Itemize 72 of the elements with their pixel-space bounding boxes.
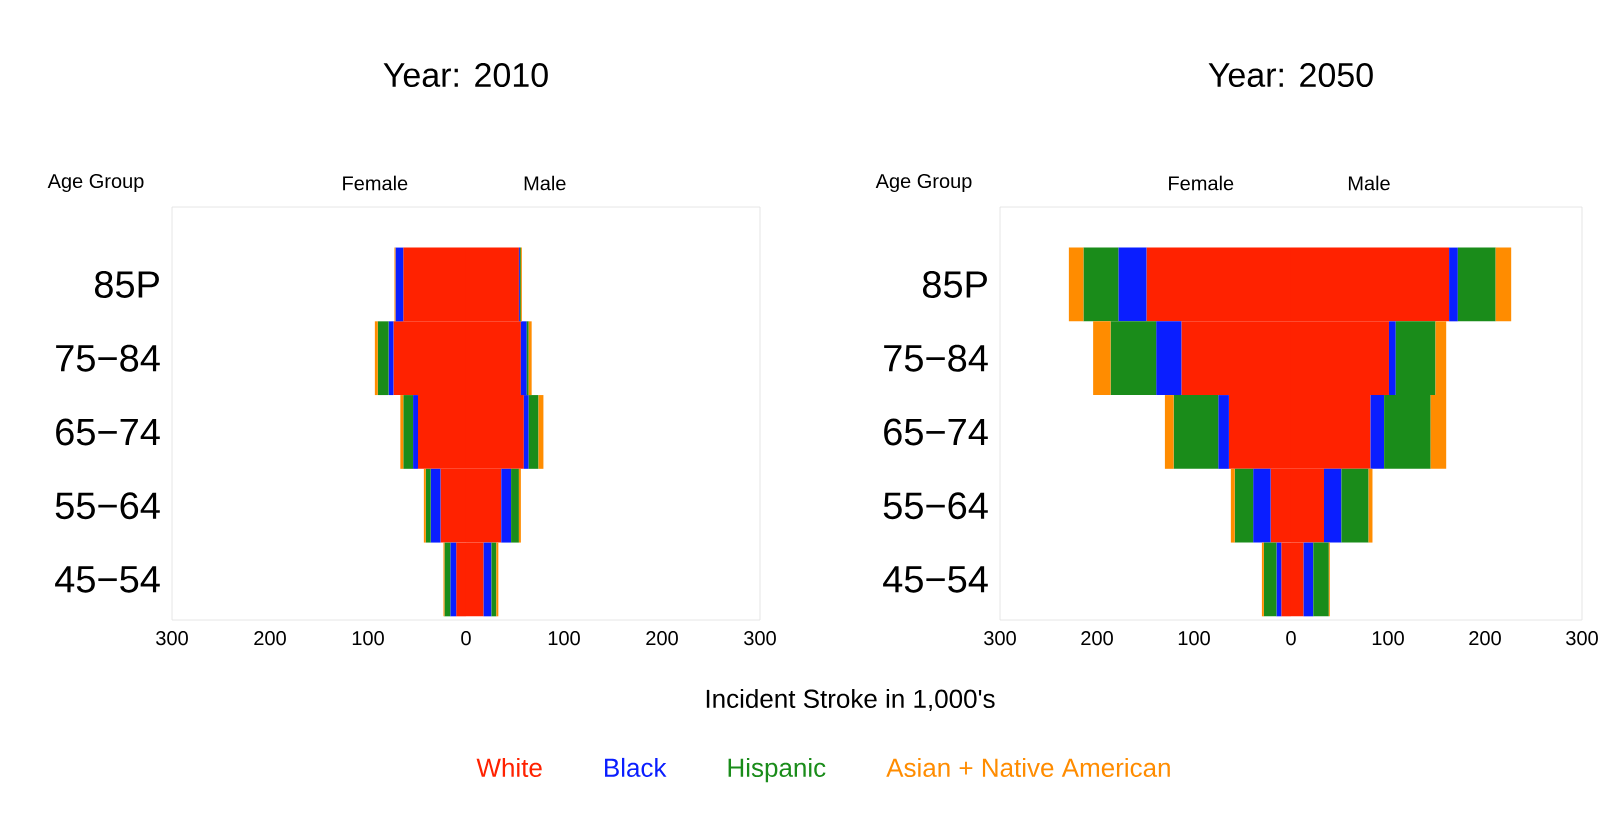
x-tick-label: 200 [1469, 631, 1501, 646]
x-tick-label: 100 [1178, 631, 1210, 646]
y-tick-label: 45−54 [55, 566, 160, 593]
bar [395, 247, 404, 322]
y-tick-label: 85P [922, 270, 987, 298]
x-tick-label: 300 [984, 631, 1016, 646]
chart-title: Year: 2010 [383, 62, 548, 88]
x-tick-label: 200 [1081, 631, 1113, 646]
bar [1156, 321, 1182, 396]
bar [400, 395, 404, 469]
bar [1173, 395, 1219, 469]
bar [1495, 247, 1512, 322]
text: Hispanic [728, 757, 826, 783]
text: Asian + Native American [886, 757, 1170, 777]
bar [491, 542, 497, 617]
x-tick-label: 100 [548, 631, 580, 646]
x-tick-label: 300 [1566, 631, 1598, 646]
y-tick-label: 75−84 [884, 344, 988, 372]
bar [1370, 395, 1385, 469]
x-tick-label: 300 [156, 631, 188, 646]
bar [1164, 395, 1174, 469]
bar [1218, 395, 1229, 469]
y-axis-title: Age Group [47, 173, 144, 193]
bar [511, 468, 519, 543]
bar [1234, 468, 1254, 543]
bar [1230, 468, 1235, 543]
bar [1093, 321, 1111, 396]
x-tick-label: 200 [646, 631, 678, 646]
bar [1449, 247, 1458, 322]
chart-title: Year: 2050 [1208, 62, 1373, 88]
text: Black [605, 757, 667, 777]
y-tick-label: 45−54 [883, 566, 988, 593]
text: Male [1348, 175, 1390, 191]
text: Female [1169, 175, 1234, 191]
bar [1068, 247, 1084, 322]
text: Male [524, 175, 566, 191]
bar [374, 321, 378, 396]
x-tick-label: 100 [352, 631, 384, 646]
y-tick-label: 85P [94, 270, 159, 298]
x-tick-label: 0 [1286, 631, 1296, 646]
text: Female [343, 175, 408, 191]
bar [1323, 468, 1342, 543]
bar [403, 395, 414, 469]
text: White [476, 757, 542, 777]
bar [377, 321, 389, 396]
y-tick-label: 75−84 [56, 344, 160, 372]
x-tick-label: 200 [254, 631, 286, 646]
y-tick-label: 55−64 [883, 492, 988, 520]
x-tick-label: 100 [1372, 631, 1404, 646]
bar [450, 542, 457, 617]
y-axis-title: Age Group [875, 173, 972, 193]
bar [1457, 247, 1496, 322]
y-tick-label: 55−64 [55, 492, 160, 520]
bar [1341, 468, 1369, 543]
x-tick-label: 300 [744, 631, 776, 646]
bar [1118, 247, 1147, 322]
bar [430, 468, 441, 543]
bar [1263, 542, 1277, 617]
bar [1276, 542, 1282, 617]
x-axis-title: Incident Stroke in 1,000's [706, 688, 995, 712]
bar [1313, 542, 1329, 617]
y-tick-label: 65−74 [884, 418, 988, 446]
bar [528, 395, 539, 469]
bar [425, 468, 431, 543]
y-tick-label: 65−74 [56, 418, 160, 446]
x-tick-label: 0 [461, 631, 471, 646]
bar [1303, 542, 1314, 617]
bar [501, 468, 512, 543]
bar [444, 542, 451, 617]
bar [1253, 468, 1271, 543]
bar [413, 395, 418, 469]
bar [1388, 321, 1396, 396]
